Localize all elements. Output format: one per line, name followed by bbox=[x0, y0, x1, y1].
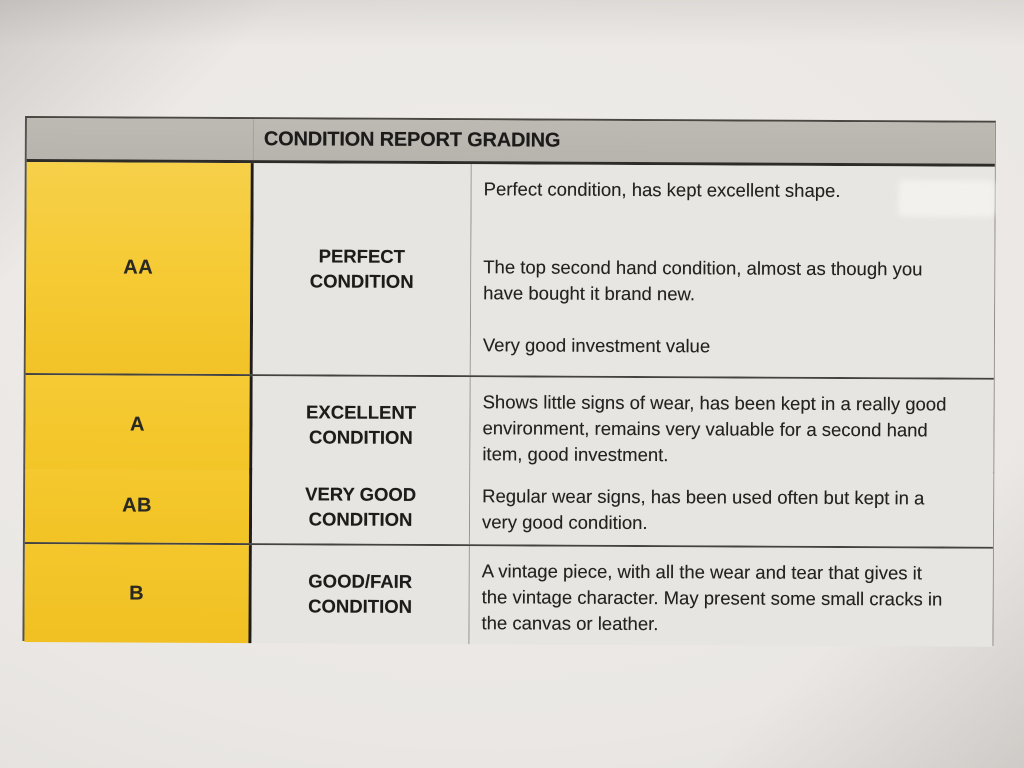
grade-cell: AB bbox=[24, 469, 253, 544]
description-paragraph: Perfect condition, has kept excellent sh… bbox=[483, 178, 841, 201]
description-paragraph: A vintage piece, with all the wear and t… bbox=[481, 560, 943, 635]
grade-cell: AA bbox=[25, 162, 254, 375]
grade-label: A bbox=[129, 413, 146, 436]
grade-cell: A bbox=[25, 375, 253, 475]
grade-label: AA bbox=[123, 256, 154, 279]
description-cell: A vintage piece, with all the wear and t… bbox=[469, 546, 993, 647]
condition-label: VERY GOOD CONDITION bbox=[305, 482, 417, 530]
description-cell: Regular wear signs, has been used often … bbox=[469, 471, 994, 547]
condition-label: EXCELLENT CONDITION bbox=[306, 401, 417, 448]
description-paragraph: Very good investment value bbox=[482, 334, 711, 357]
table-row: A EXCELLENT CONDITION Shows little signs… bbox=[25, 375, 994, 478]
description-paragraph: Shows little signs of wear, has been kep… bbox=[482, 391, 947, 466]
header-title-cell: CONDITION REPORT GRADING bbox=[254, 119, 995, 164]
header-spacer-cell bbox=[26, 118, 254, 161]
grade-cell: B bbox=[24, 544, 252, 644]
description-cell: Shows little signs of wear, has been kep… bbox=[470, 377, 994, 478]
description-cell: Perfect condition, has kept excellent sh… bbox=[470, 164, 995, 378]
table-header-row: CONDITION REPORT GRADING bbox=[26, 118, 995, 167]
condition-cell: PERFECT CONDITION bbox=[252, 163, 472, 376]
table-title: CONDITION REPORT GRADING bbox=[263, 128, 561, 152]
table-row: AA PERFECT CONDITION Perfect condition, … bbox=[25, 162, 995, 380]
table-row: AB VERY GOOD CONDITION Regular wear sign… bbox=[24, 469, 994, 549]
condition-cell: VERY GOOD CONDITION bbox=[251, 470, 471, 545]
grade-label: AB bbox=[122, 494, 153, 517]
condition-label: GOOD/FAIR CONDITION bbox=[308, 570, 413, 617]
table-row: B GOOD/FAIR CONDITION A vintage piece, w… bbox=[24, 544, 993, 647]
table-body: AA PERFECT CONDITION Perfect condition, … bbox=[24, 162, 995, 647]
condition-label: PERFECT CONDITION bbox=[309, 244, 414, 292]
condition-cell: GOOD/FAIR CONDITION bbox=[251, 545, 470, 645]
condition-cell: EXCELLENT CONDITION bbox=[252, 376, 471, 476]
description-paragraph: Regular wear signs, has been used often … bbox=[481, 485, 925, 534]
grade-label: B bbox=[129, 582, 145, 605]
description-paragraph: The top second hand condition, almost as… bbox=[483, 256, 923, 305]
condition-grading-table: CONDITION REPORT GRADING AA PERFECT COND… bbox=[22, 116, 996, 647]
